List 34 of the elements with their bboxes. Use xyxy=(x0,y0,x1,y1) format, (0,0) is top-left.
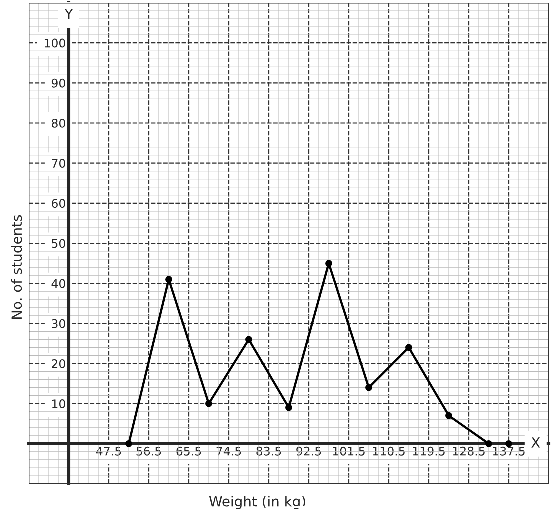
y-tick-label: 60 xyxy=(52,199,66,208)
y-tick-label: 50 xyxy=(52,239,66,248)
point xyxy=(366,384,372,392)
point xyxy=(286,404,292,412)
x-tick-label: 119.5 xyxy=(413,446,445,456)
annotation: Y xyxy=(64,8,74,20)
point xyxy=(406,344,412,352)
y-tick-label: 20 xyxy=(52,359,66,368)
y-tick-label: 80 xyxy=(52,118,66,128)
x-tick-label: 56.5 xyxy=(136,446,162,456)
x-tick-label: 74.5 xyxy=(216,447,242,456)
y-tick-label: 100 xyxy=(44,38,66,48)
point xyxy=(126,440,132,448)
y-tick-label: 40 xyxy=(52,279,66,288)
x-tick-label: 65.5 xyxy=(176,446,202,456)
y-tick-label: 70 xyxy=(52,159,66,168)
y-tick-label: 10 xyxy=(52,400,66,408)
point xyxy=(246,336,252,344)
point xyxy=(206,400,212,408)
x-tick-label: 83.5 xyxy=(256,446,282,456)
point xyxy=(166,276,172,284)
x-tick-label: 110.5 xyxy=(373,446,405,456)
x-tick-label: 47.5 xyxy=(96,447,122,456)
y-tick-label: 90 xyxy=(52,78,66,88)
annotation: X xyxy=(532,438,540,448)
x-tick-label: 101.5 xyxy=(333,446,365,456)
x-tick-label: 128.5 xyxy=(453,446,485,456)
point xyxy=(446,412,452,420)
x-tick-label: 92.5 xyxy=(296,446,322,456)
point xyxy=(486,440,492,448)
y-axis-title: No. of students xyxy=(11,215,22,319)
y-tick-label: 30 xyxy=(52,319,66,328)
point xyxy=(326,260,332,268)
x-tick-label: 137.5 xyxy=(493,446,525,456)
